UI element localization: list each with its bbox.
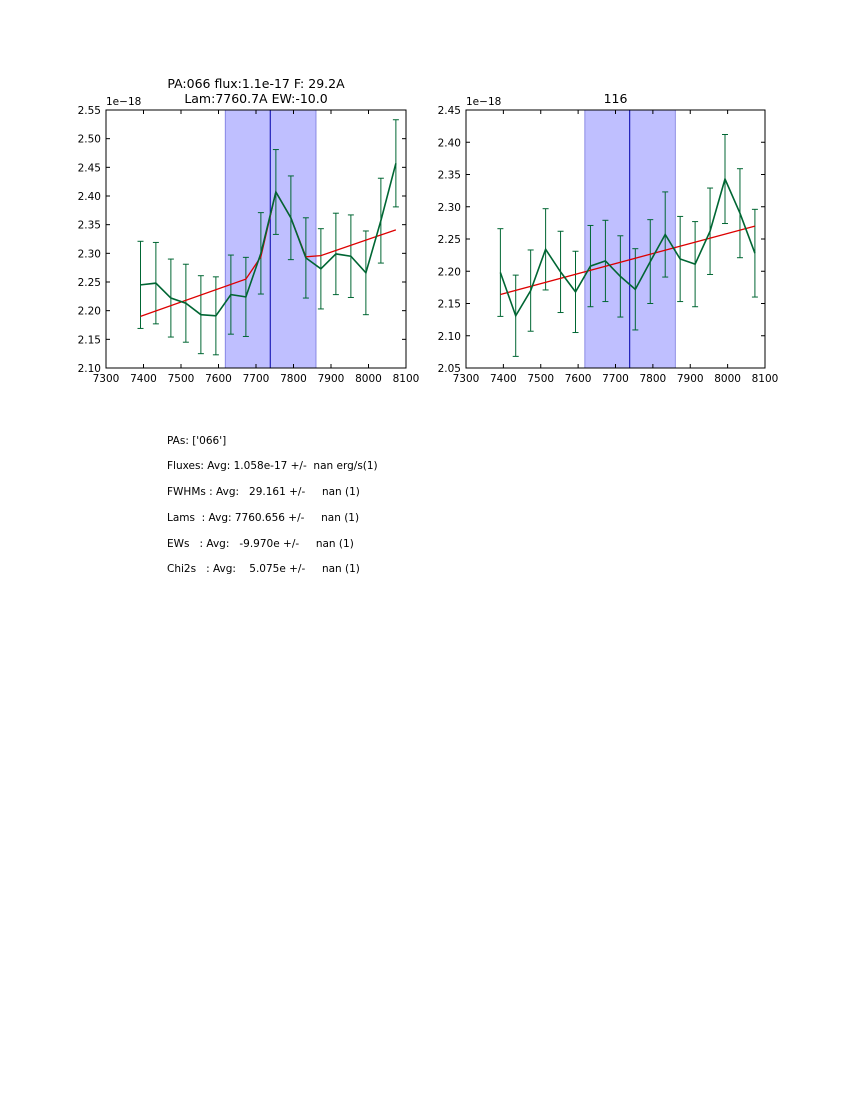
chart1-xtick-label: 7700 bbox=[243, 373, 270, 385]
summary-ews: EWs : Avg: -9.970e +/- nan (1) bbox=[167, 538, 354, 550]
chart-pa116: 7300 7400 7500 7600 7700 7800 7900 8000 8100 2.05… bbox=[438, 91, 779, 385]
chart1-ytick-label: 2.15 bbox=[78, 334, 101, 346]
chart1-title-line: PA:066 flux:1.1e-17 F: 29.2A bbox=[167, 76, 345, 91]
chart2-series-fit bbox=[500, 225, 756, 296]
chart1-errorbar bbox=[392, 119, 399, 208]
chart2-xtick-label: 7700 bbox=[602, 373, 629, 385]
chart1-series-data bbox=[140, 163, 397, 317]
chart1-xtick-label: 7900 bbox=[318, 373, 345, 385]
chart1-title-line: Lam:7760.7A EW:-10.0 bbox=[184, 91, 327, 106]
summary-fluxes: Fluxes: Avg: 1.058e-17 +/- nan erg/s(1) bbox=[167, 460, 378, 472]
chart2-xtick-label: 7500 bbox=[527, 373, 554, 385]
chart1-ytick-label: 2.20 bbox=[78, 306, 101, 318]
chart2-ytick-label: 2.45 bbox=[438, 105, 461, 117]
chart2-ytick-label: 2.25 bbox=[438, 234, 461, 246]
chart2-offset-label: 1e−18 bbox=[466, 96, 501, 108]
chart1-ytick-label: 2.10 bbox=[78, 363, 101, 375]
chart1-ytick-label: 2.30 bbox=[78, 248, 101, 260]
chart1-ytick-label: 2.40 bbox=[78, 191, 101, 203]
chart1-xtick-label: 7600 bbox=[205, 373, 232, 385]
chart1-xtick-label: 7300 bbox=[93, 373, 120, 385]
chart2-ytick-label: 2.35 bbox=[438, 170, 461, 182]
chart2-errorbar bbox=[497, 228, 504, 317]
chart2-ytick-label: 2.30 bbox=[438, 202, 461, 214]
chart1-xtick-label: 8000 bbox=[355, 373, 382, 385]
chart1-xtick-label: 7400 bbox=[130, 373, 157, 385]
summary-pas: PAs: ['066'] bbox=[167, 435, 227, 447]
chart1-xtick-label: 7800 bbox=[280, 373, 307, 385]
chart2-xtick-label: 7300 bbox=[453, 373, 480, 385]
chart1-ytick-label: 2.50 bbox=[78, 134, 101, 146]
chart2-xtick-label: 7900 bbox=[677, 373, 704, 385]
summary-fwhms: FWHMs : Avg: 29.161 +/- nan (1) bbox=[167, 486, 360, 498]
chart2-xtick-label: 7800 bbox=[640, 373, 667, 385]
summary-chi2s: Chi2s : Avg: 5.075e +/- nan (1) bbox=[167, 563, 360, 575]
chart1-ytick-label: 2.35 bbox=[78, 220, 101, 232]
summary-lams: Lams : Avg: 7760.656 +/- nan (1) bbox=[167, 512, 360, 524]
chart2-series-data bbox=[499, 176, 756, 318]
chart1-ytick-label: 2.25 bbox=[78, 277, 101, 289]
chart1-offset-label: 1e−18 bbox=[106, 96, 141, 108]
chart2-ytick-label: 2.05 bbox=[438, 363, 461, 375]
chart2-xtick-label: 7400 bbox=[490, 373, 517, 385]
chart2-ytick-label: 2.40 bbox=[438, 137, 461, 149]
chart2-title-line: 116 bbox=[604, 91, 628, 106]
chart1-xtick-label: 7500 bbox=[168, 373, 195, 385]
chart1-ytick-label: 2.45 bbox=[78, 162, 101, 174]
chart1-ytick-label: 2.55 bbox=[78, 105, 101, 117]
chart2-xtick-label: 8000 bbox=[714, 373, 741, 385]
chart2-ytick-label: 2.20 bbox=[438, 266, 461, 278]
chart2-ytick-label: 2.10 bbox=[438, 331, 461, 343]
chart-pa066: 7300 7400 7500 7600 7700 7800 7900 8000 8100 2.10… bbox=[78, 76, 420, 385]
chart2-ytick-label: 2.15 bbox=[438, 299, 461, 311]
chart1-xtick-label: 8100 bbox=[393, 373, 420, 385]
chart2-xtick-label: 7600 bbox=[565, 373, 592, 385]
chart2-xtick-label: 8100 bbox=[752, 373, 779, 385]
